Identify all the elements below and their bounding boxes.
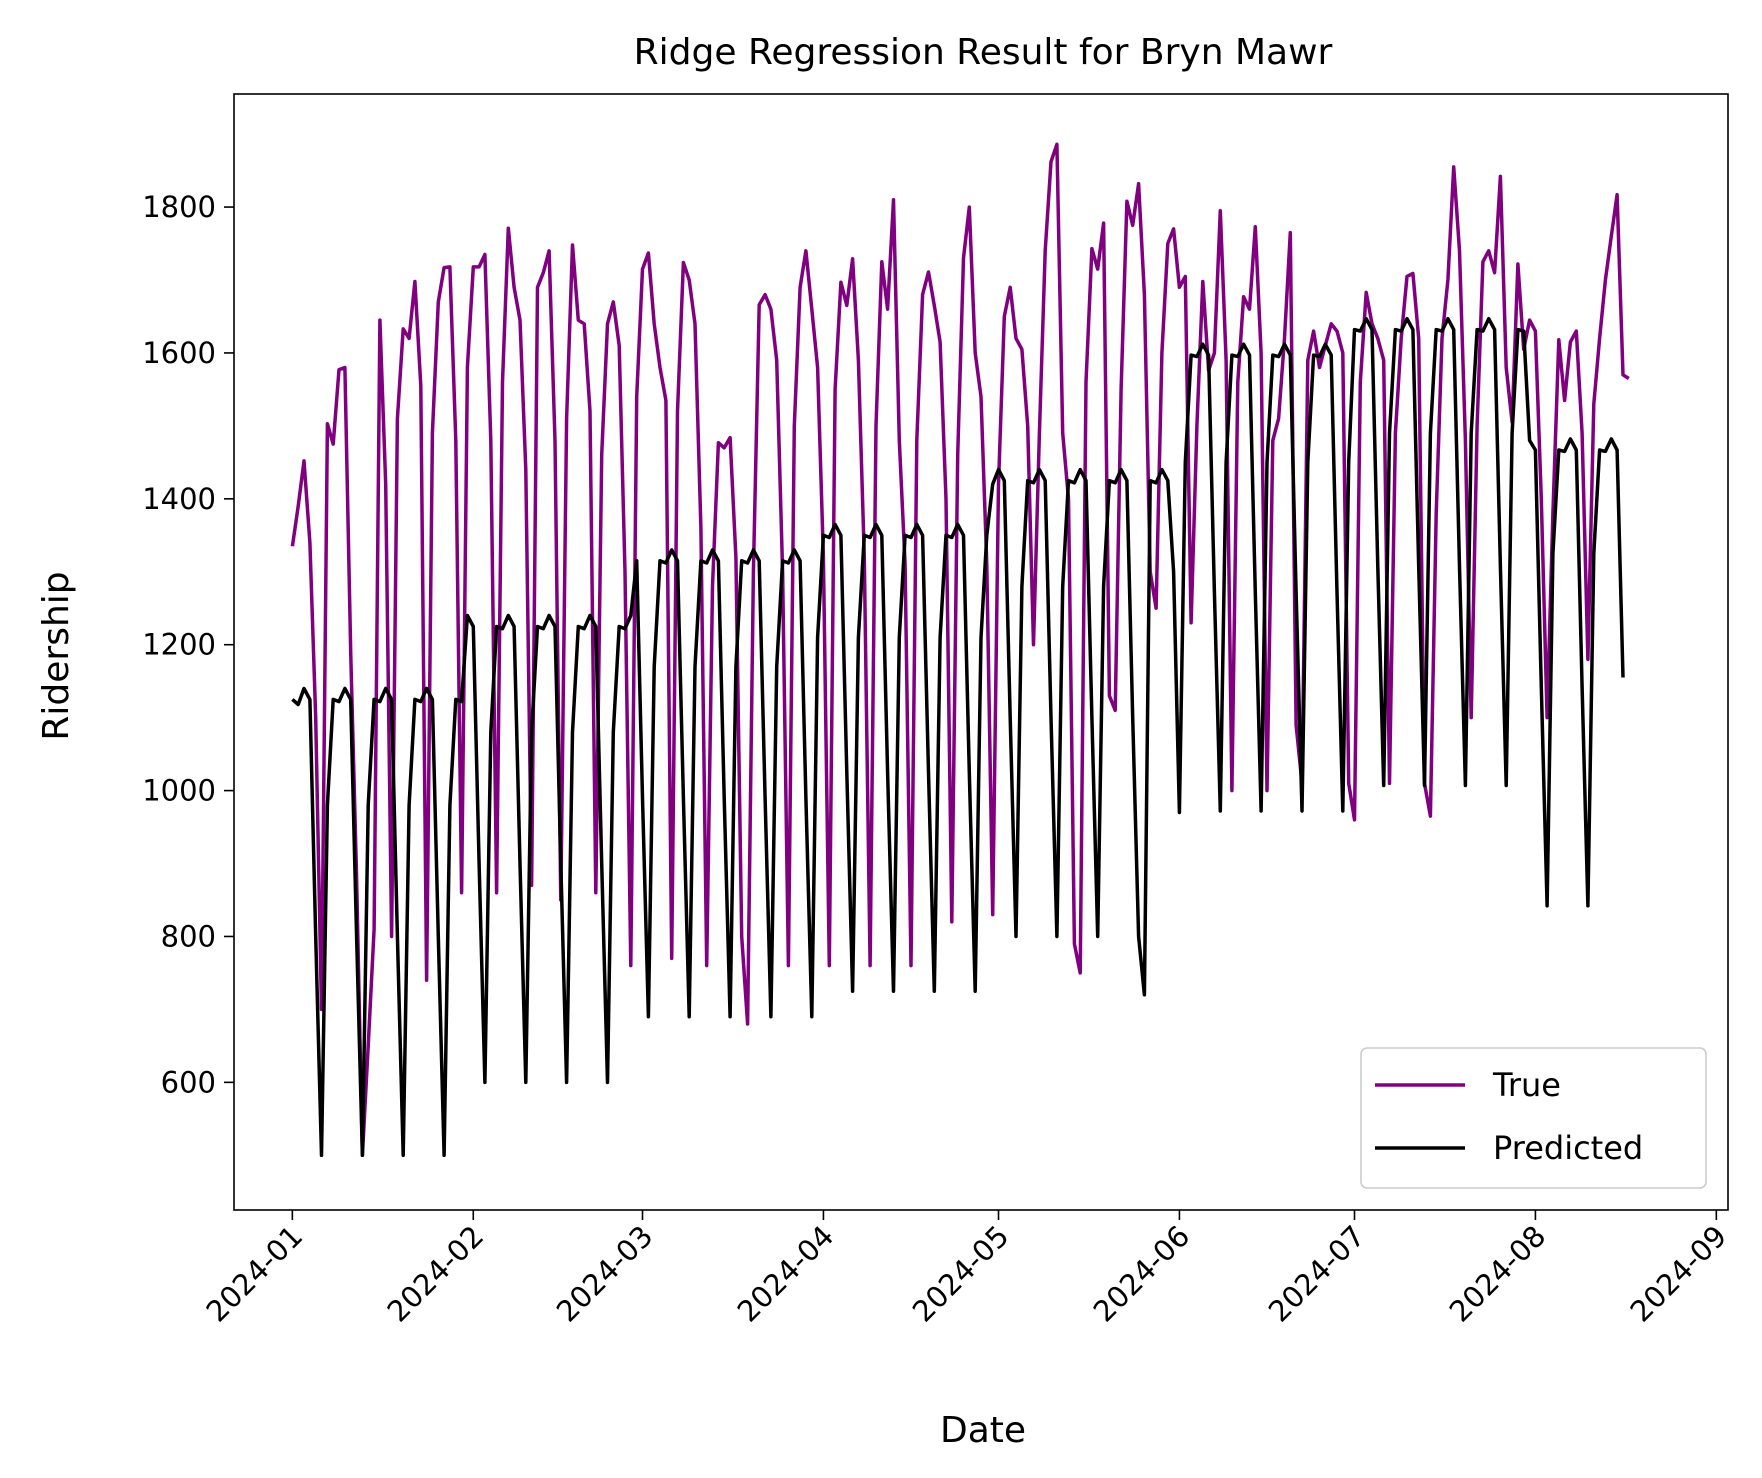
y-tick-label: 1200: [142, 628, 216, 662]
y-axis-title: Ridership: [36, 571, 77, 740]
series-line-true: [290, 142, 1630, 1158]
legend-box: [1360, 1047, 1707, 1189]
y-tick-label: 800: [161, 919, 216, 953]
y-tick-label: 1600: [142, 336, 216, 370]
y-tick-label: 1400: [142, 482, 216, 516]
chart-title: Ridge Regression Result for Bryn Mawr: [634, 32, 1333, 73]
plot-frame: [233, 93, 1729, 1211]
y-tick-label: 600: [161, 1065, 216, 1099]
y-tick-label: 1800: [142, 190, 216, 224]
y-tick-label: 1000: [142, 774, 216, 808]
x-axis-title: Date: [940, 1410, 1026, 1451]
legend: True Predicted: [1360, 1047, 1707, 1189]
legend-label-predicted: Predicted: [1493, 1129, 1643, 1167]
legend-label-true: True: [1492, 1066, 1561, 1104]
plot-area: [290, 142, 1630, 1158]
series-line-predicted: [291, 316, 1625, 1158]
